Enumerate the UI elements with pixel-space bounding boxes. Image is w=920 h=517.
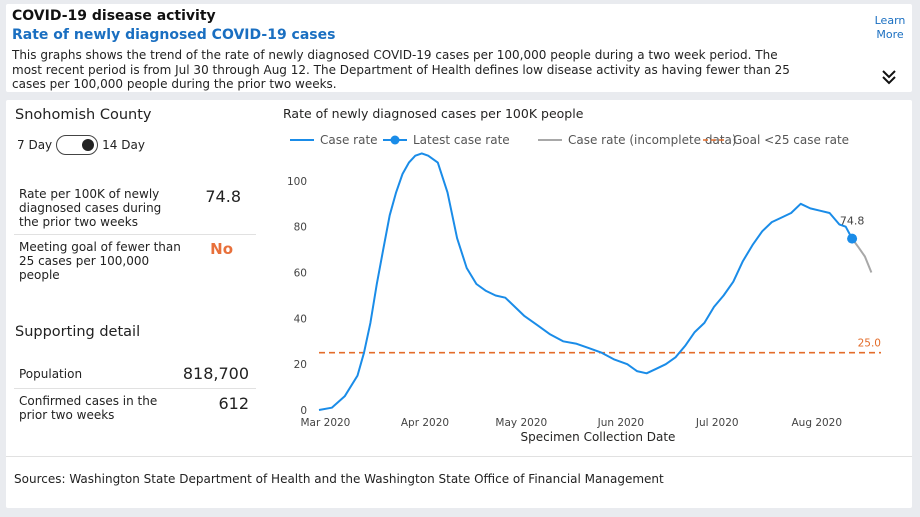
case-rate-chart: Rate of newly diagnosed cases per 100K p… [283, 106, 881, 444]
plot-area: 25.0 74.8 [318, 152, 881, 411]
population-label: Population [19, 367, 83, 381]
x-tick-label: Apr 2020 [401, 417, 449, 429]
goal-row: Meeting goal of fewer than 25 cases per … [14, 235, 256, 287]
learn-more-link[interactable]: Learn More [874, 14, 906, 41]
y-tick-label: 40 [294, 313, 307, 325]
legend-item-label: Case rate (incomplete data) [568, 133, 737, 147]
page-subtitle: Rate of newly diagnosed COVID-19 cases [12, 27, 336, 43]
x-tick-label: Jul 2020 [695, 417, 739, 429]
county-name: Snohomish County [15, 107, 152, 123]
latest-case-rate-label: 74.8 [840, 215, 865, 228]
incomplete-data-line [851, 238, 873, 273]
legend-item-label: Latest case rate [413, 133, 510, 147]
confirmed-row: Confirmed cases in the prior two weeks 6… [14, 389, 256, 427]
population-value: 818,700 [182, 364, 249, 383]
chevron-double-down-icon[interactable] [880, 68, 898, 86]
goal-label: Meeting goal of fewer than 25 cases per … [19, 240, 181, 282]
main-card: Snohomish County 7 Day 14 Day Rate per 1… [6, 100, 912, 508]
y-axis: 0 20 40 60 80 100 [287, 176, 307, 417]
page-title: COVID-19 disease activity [12, 8, 216, 24]
x-tick-label: Mar 2020 [300, 417, 350, 429]
legend-item-label: Goal <25 case rate [733, 133, 849, 147]
chart-legend: Case rate Latest case rate Case rate (inco… [290, 133, 849, 147]
y-tick-label: 80 [294, 222, 307, 234]
footer-divider [6, 456, 912, 457]
chart-title: Rate of newly diagnosed cases per 100K p… [283, 106, 584, 121]
y-tick-label: 0 [300, 405, 307, 417]
detail-table: Population 818,700 Confirmed cases in th… [14, 359, 256, 427]
population-row: Population 818,700 [14, 359, 256, 389]
rate-value: 74.8 [205, 187, 241, 206]
x-tick-label: May 2020 [495, 417, 547, 429]
toggle-knob [82, 138, 95, 151]
case-rate-line [318, 152, 853, 411]
x-tick-label: Jun 2020 [597, 417, 644, 429]
confirmed-label: Confirmed cases in the prior two weeks [19, 394, 158, 422]
legend-item-label: Case rate [320, 133, 378, 147]
confirmed-value: 612 [218, 394, 249, 413]
page-description: This graphs shows the trend of the rate … [12, 48, 790, 91]
period-toggle-row: 7 Day 14 Day [17, 135, 145, 155]
period-toggle[interactable] [56, 135, 99, 155]
x-tick-label: Aug 2020 [791, 417, 842, 429]
x-axis-title: Specimen Collection Date [521, 430, 676, 444]
x-axis: Mar 2020 Apr 2020 May 2020 Jun 2020 Jul 2020… [300, 417, 842, 429]
y-tick-label: 20 [294, 359, 307, 371]
legend-swatch-dot [390, 135, 400, 145]
rate-table: Rate per 100K of newly diagnosed cases d… [14, 182, 256, 287]
goal-status: No [210, 240, 233, 258]
supporting-detail-title: Supporting detail [15, 324, 141, 340]
rate-label: Rate per 100K of newly diagnosed cases d… [19, 187, 162, 229]
rate-row: Rate per 100K of newly diagnosed cases d… [14, 182, 256, 235]
y-tick-label: 60 [294, 268, 307, 280]
sources-text: Sources: Washington State Department of … [14, 472, 664, 486]
toggle-label-14-day: 14 Day [102, 138, 145, 152]
summary-panel: Snohomish County 7 Day 14 Day Rate per 1… [6, 100, 266, 450]
latest-case-rate-point [847, 233, 858, 244]
y-tick-label: 100 [287, 176, 307, 188]
toggle-label-7-day: 7 Day [17, 138, 53, 152]
goal-line-label: 25.0 [858, 338, 881, 350]
header-card: COVID-19 disease activity Rate of newly … [6, 4, 912, 92]
